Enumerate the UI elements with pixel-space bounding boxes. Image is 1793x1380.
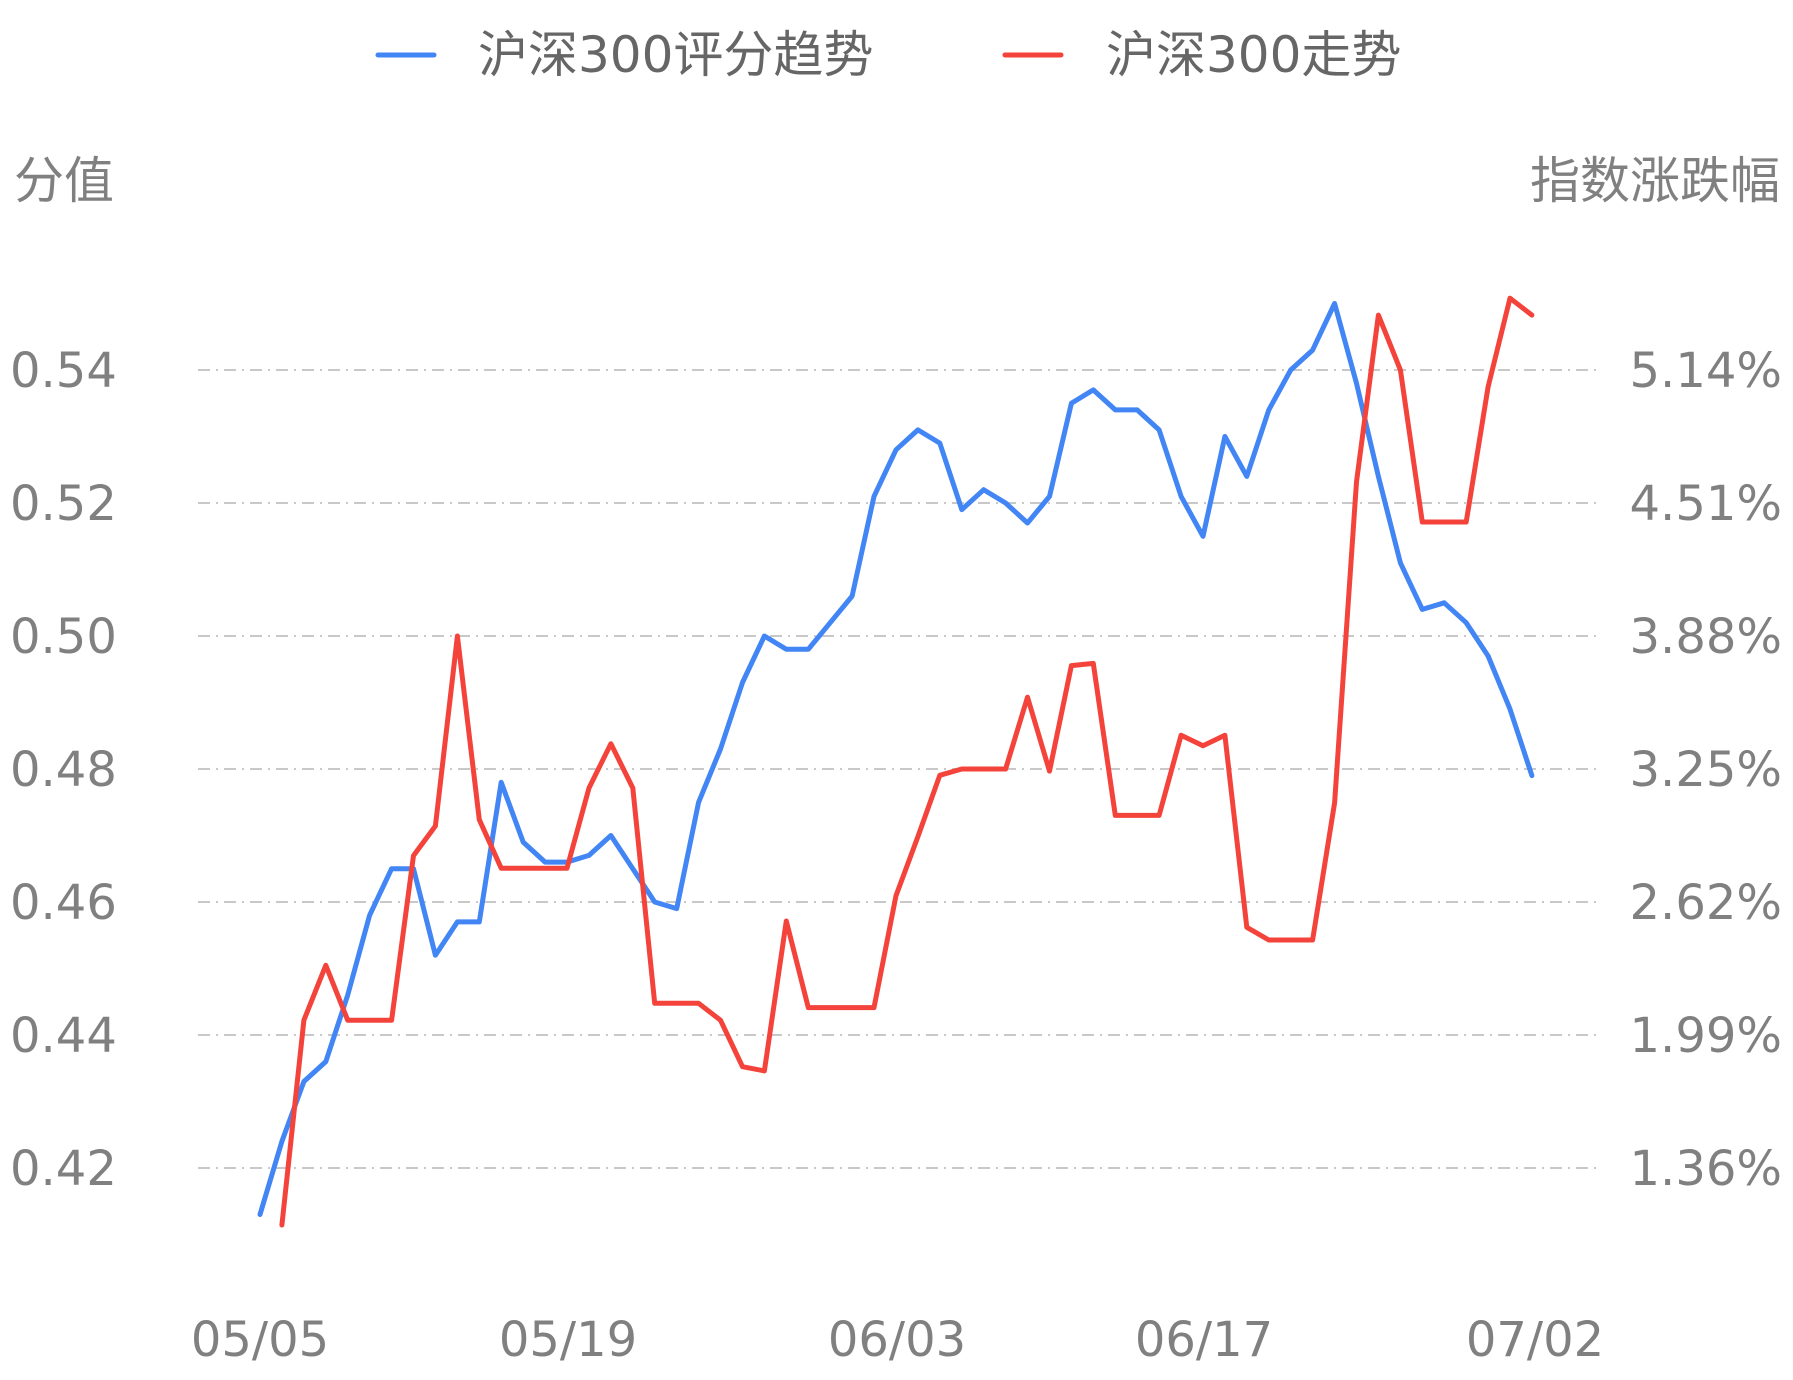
y-right-tick-label: 3.88% — [1630, 609, 1782, 665]
y-left-tick-label: 0.46 — [10, 875, 117, 931]
series-line-index — [279, 295, 1535, 1228]
x-tick-label: 07/02 — [1466, 1312, 1604, 1368]
y-left-tick-label: 0.50 — [10, 609, 117, 665]
legend-label-index: 沪深300走势 — [1106, 26, 1401, 84]
y-right-tick-label: 5.14% — [1630, 343, 1782, 399]
x-tick-label: 05/19 — [499, 1312, 637, 1368]
y-left-tick-label: 0.54 — [10, 343, 117, 399]
y-left-ticks: 0.54 0.52 0.50 0.48 0.46 0.44 0.42 — [10, 343, 117, 1197]
y-left-axis-title: 分值 — [14, 152, 114, 210]
y-right-tick-label: 4.51% — [1630, 476, 1782, 532]
y-right-tick-label: 2.62% — [1630, 875, 1782, 931]
gridlines — [198, 369, 1598, 1169]
series-layer — [257, 295, 1535, 1228]
y-right-tick-label: 3.25% — [1630, 742, 1782, 798]
legend-label-score: 沪深300评分趋势 — [478, 26, 873, 84]
y-left-tick-label: 0.48 — [10, 742, 117, 798]
y-left-tick-label: 0.52 — [10, 476, 117, 532]
x-tick-label: 06/17 — [1135, 1312, 1273, 1368]
y-right-tick-label: 1.36% — [1630, 1141, 1782, 1197]
legend: 沪深300评分趋势 沪深300走势 — [375, 26, 1401, 84]
x-tick-label: 06/03 — [828, 1312, 966, 1368]
series-line-score — [257, 301, 1535, 1217]
y-right-ticks: 5.14% 4.51% 3.88% 3.25% 2.62% 1.99% 1.36% — [1630, 343, 1782, 1197]
y-left-tick-label: 0.44 — [10, 1008, 117, 1064]
x-tick-label: 05/05 — [191, 1312, 329, 1368]
x-axis-ticks: 05/05 05/19 06/03 06/17 07/02 — [191, 1312, 1604, 1368]
y-left-tick-label: 0.42 — [10, 1141, 117, 1197]
y-right-axis-title: 指数涨跌幅 — [1530, 152, 1780, 210]
y-right-tick-label: 1.99% — [1630, 1008, 1782, 1064]
